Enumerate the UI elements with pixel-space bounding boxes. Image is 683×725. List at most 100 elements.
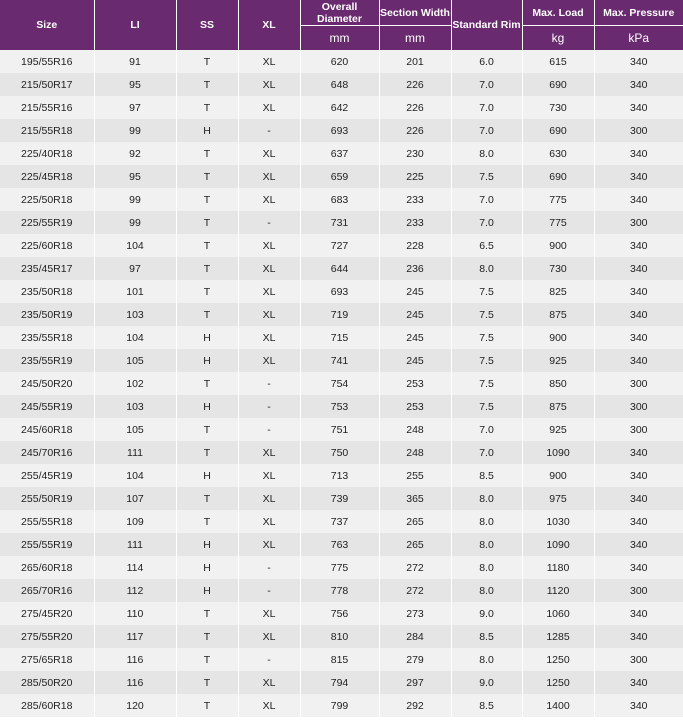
diameter-cell: 763 bbox=[300, 533, 380, 556]
load-cell: 615 bbox=[522, 50, 595, 73]
size-cell: 235/45R17 bbox=[0, 257, 95, 280]
diameter-cell: 693 bbox=[300, 119, 380, 142]
diameter-cell: 775 bbox=[300, 556, 380, 579]
xl-cell: XL bbox=[238, 533, 301, 556]
table-row: 235/50R19 103 T XL 719 245 7.5 875 340 bbox=[0, 303, 683, 326]
width-cell: 225 bbox=[379, 165, 452, 188]
width-cell: 273 bbox=[379, 602, 452, 625]
unit-section-width: mm bbox=[379, 25, 452, 50]
xl-cell: XL bbox=[238, 257, 301, 280]
table-row: 235/55R19 105 H XL 741 245 7.5 925 340 bbox=[0, 349, 683, 372]
table-row: 235/45R17 97 T XL 644 236 8.0 730 340 bbox=[0, 257, 683, 280]
width-cell: 265 bbox=[379, 510, 452, 533]
li-cell: 111 bbox=[94, 533, 177, 556]
table-row: 275/45R20 110 T XL 756 273 9.0 1060 340 bbox=[0, 602, 683, 625]
table-row: 255/45R19 104 H XL 713 255 8.5 900 340 bbox=[0, 464, 683, 487]
load-cell: 825 bbox=[522, 280, 595, 303]
diameter-cell: 754 bbox=[300, 372, 380, 395]
li-cell: 114 bbox=[94, 556, 177, 579]
xl-cell: XL bbox=[238, 280, 301, 303]
table-row: 285/60R18 120 T XL 799 292 8.5 1400 340 bbox=[0, 694, 683, 717]
size-cell: 275/55R20 bbox=[0, 625, 95, 648]
rim-cell: 7.5 bbox=[451, 280, 523, 303]
xl-cell: XL bbox=[238, 50, 301, 73]
size-cell: 245/70R16 bbox=[0, 441, 95, 464]
width-cell: 248 bbox=[379, 418, 452, 441]
table-row: 275/55R20 117 T XL 810 284 8.5 1285 340 bbox=[0, 625, 683, 648]
pressure-cell: 300 bbox=[594, 648, 683, 671]
pressure-cell: 340 bbox=[594, 625, 683, 648]
load-cell: 925 bbox=[522, 349, 595, 372]
unit-max-pressure: kPa bbox=[594, 25, 683, 50]
xl-cell: XL bbox=[238, 142, 301, 165]
width-cell: 233 bbox=[379, 188, 452, 211]
load-cell: 775 bbox=[522, 211, 595, 234]
table-row: 245/60R18 105 T -751 248 7.0 925 300 bbox=[0, 418, 683, 441]
rim-cell: 7.5 bbox=[451, 303, 523, 326]
ss-cell: H bbox=[176, 556, 239, 579]
header-extra-load: XL bbox=[238, 0, 301, 50]
rim-cell: 7.5 bbox=[451, 372, 523, 395]
rim-cell: 8.5 bbox=[451, 464, 523, 487]
size-cell: 195/55R16 bbox=[0, 50, 95, 73]
pressure-cell: 340 bbox=[594, 510, 683, 533]
ss-cell: T bbox=[176, 602, 239, 625]
ss-cell: T bbox=[176, 418, 239, 441]
load-cell: 900 bbox=[522, 326, 595, 349]
load-cell: 900 bbox=[522, 234, 595, 257]
xl-cell: XL bbox=[238, 73, 301, 96]
table-row: 255/55R19 111 H XL 763 265 8.0 1090 340 bbox=[0, 533, 683, 556]
load-cell: 975 bbox=[522, 487, 595, 510]
li-cell: 105 bbox=[94, 418, 177, 441]
xl-cell: - bbox=[238, 648, 301, 671]
pressure-cell: 300 bbox=[594, 579, 683, 602]
size-cell: 235/55R18 bbox=[0, 326, 95, 349]
width-cell: 255 bbox=[379, 464, 452, 487]
width-cell: 245 bbox=[379, 303, 452, 326]
diameter-cell: 815 bbox=[300, 648, 380, 671]
xl-cell: - bbox=[238, 395, 301, 418]
table-row: 275/65R18 116 T -815 279 8.0 1250 300 bbox=[0, 648, 683, 671]
load-cell: 1400 bbox=[522, 694, 595, 717]
li-cell: 105 bbox=[94, 349, 177, 372]
header-size: Size bbox=[0, 0, 95, 50]
width-cell: 279 bbox=[379, 648, 452, 671]
rim-cell: 7.5 bbox=[451, 326, 523, 349]
width-cell: 253 bbox=[379, 395, 452, 418]
load-cell: 1090 bbox=[522, 441, 595, 464]
rim-cell: 8.0 bbox=[451, 257, 523, 280]
table-row: 225/55R19 99 T -731 233 7.0 775 300 bbox=[0, 211, 683, 234]
width-cell: 265 bbox=[379, 533, 452, 556]
xl-cell: - bbox=[238, 556, 301, 579]
diameter-cell: 753 bbox=[300, 395, 380, 418]
load-cell: 730 bbox=[522, 257, 595, 280]
diameter-cell: 620 bbox=[300, 50, 380, 73]
xl-cell: XL bbox=[238, 694, 301, 717]
diameter-cell: 751 bbox=[300, 418, 380, 441]
li-cell: 112 bbox=[94, 579, 177, 602]
ss-cell: T bbox=[176, 671, 239, 694]
size-cell: 235/50R18 bbox=[0, 280, 95, 303]
xl-cell: - bbox=[238, 579, 301, 602]
pressure-cell: 300 bbox=[594, 119, 683, 142]
size-cell: 275/45R20 bbox=[0, 602, 95, 625]
size-cell: 255/55R18 bbox=[0, 510, 95, 533]
width-cell: 230 bbox=[379, 142, 452, 165]
rim-cell: 8.5 bbox=[451, 694, 523, 717]
pressure-cell: 340 bbox=[594, 349, 683, 372]
load-cell: 690 bbox=[522, 165, 595, 188]
ss-cell: T bbox=[176, 372, 239, 395]
pressure-cell: 340 bbox=[594, 96, 683, 119]
table-row: 245/55R19 103 H -753 253 7.5 875 300 bbox=[0, 395, 683, 418]
pressure-cell: 300 bbox=[594, 418, 683, 441]
ss-cell: T bbox=[176, 211, 239, 234]
ss-cell: T bbox=[176, 188, 239, 211]
width-cell: 248 bbox=[379, 441, 452, 464]
header-standard-rim: Standard Rim bbox=[451, 0, 523, 50]
load-cell: 875 bbox=[522, 395, 595, 418]
size-cell: 245/50R20 bbox=[0, 372, 95, 395]
xl-cell: XL bbox=[238, 602, 301, 625]
diameter-cell: 713 bbox=[300, 464, 380, 487]
rim-cell: 7.5 bbox=[451, 165, 523, 188]
diameter-cell: 659 bbox=[300, 165, 380, 188]
